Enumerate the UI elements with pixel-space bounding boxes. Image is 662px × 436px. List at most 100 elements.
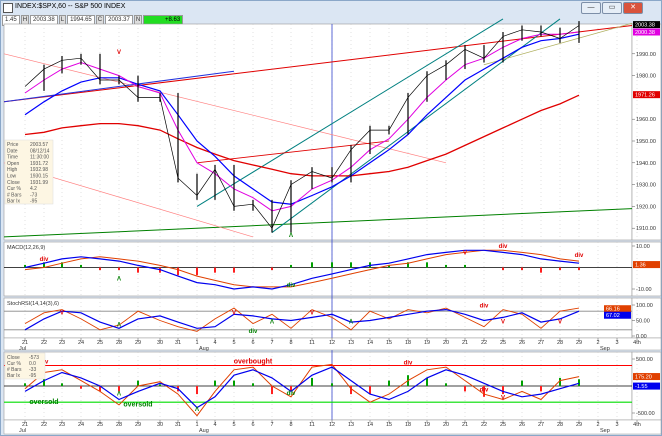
date-tick-label: 4th bbox=[633, 340, 641, 346]
info-value: 2003.57 bbox=[30, 142, 48, 148]
ma-fast-line bbox=[24, 31, 580, 212]
info-value: -95 bbox=[29, 373, 36, 379]
stoch-d-line bbox=[24, 308, 580, 331]
info-value: -33 bbox=[29, 367, 36, 373]
date-tick-label: 15 bbox=[386, 340, 392, 346]
annotation-mark: Λ bbox=[117, 323, 121, 329]
date-tick-label: 18 bbox=[405, 340, 411, 346]
date-tick-label: 26 bbox=[519, 340, 525, 346]
value-badge-label: 175.20 bbox=[635, 375, 652, 381]
date-tick-label: 29 bbox=[135, 422, 141, 428]
date-tick-label: 21 bbox=[462, 422, 468, 428]
date-tick-label: 8 bbox=[289, 340, 292, 346]
y-tick-label: -10.00 bbox=[636, 287, 652, 293]
value-badge-label: 66.16 bbox=[606, 307, 620, 313]
value-badge bbox=[633, 382, 660, 390]
date-tick-label: 30 bbox=[157, 422, 163, 428]
annotation-oversold: oversold bbox=[123, 402, 152, 409]
date-tick-label: 19 bbox=[424, 340, 430, 346]
info-key: Time bbox=[7, 155, 18, 161]
date-tick-label: 28 bbox=[116, 422, 122, 428]
info-key: # Bars bbox=[7, 367, 22, 373]
quote-toolbar: 1.45 H 2003.38 L 1994.65 C 2003.37 N +8.… bbox=[2, 15, 202, 26]
macd-line bbox=[24, 249, 580, 290]
info-box-bg bbox=[4, 352, 46, 380]
annotation-oversold: oversold bbox=[29, 399, 58, 406]
ma-mid-line bbox=[24, 33, 580, 205]
info-box-bg bbox=[4, 139, 54, 205]
price-info-box bbox=[4, 139, 54, 205]
info-value: 1932.98 bbox=[30, 167, 48, 173]
ma-slow-line bbox=[24, 94, 580, 177]
date-tick-label: 8 bbox=[289, 422, 292, 428]
annotation-mark: Λ bbox=[117, 276, 121, 282]
value-badge bbox=[604, 311, 631, 319]
month-label: Aug bbox=[199, 346, 209, 352]
maximize-button[interactable]: ▭ bbox=[602, 2, 622, 14]
info-key: High bbox=[7, 167, 18, 173]
info-value: 08/12/14 bbox=[30, 148, 50, 154]
app-icon bbox=[3, 3, 13, 13]
date-tick-label: 7 bbox=[270, 340, 273, 346]
date-axis-0 bbox=[3, 337, 662, 351]
close-button[interactable]: ✕ bbox=[623, 2, 643, 14]
value-badge-label: -1.55 bbox=[635, 384, 648, 390]
info-key: Close bbox=[7, 180, 20, 186]
minimize-button[interactable]: — bbox=[581, 2, 601, 14]
date-tick-label: 29 bbox=[135, 340, 141, 346]
y-tick-label: 1950.00 bbox=[636, 139, 656, 145]
info-value: 1931.72 bbox=[30, 161, 48, 167]
info-key: Open bbox=[7, 161, 19, 167]
value-badge bbox=[633, 261, 660, 269]
annotation-div: div bbox=[480, 387, 489, 393]
month-label: Jul bbox=[19, 346, 26, 352]
annotation-div: div bbox=[480, 303, 489, 309]
date-tick-label: 22 bbox=[481, 340, 487, 346]
annotation-v: V bbox=[501, 396, 505, 402]
date-tick-label: 6 bbox=[251, 422, 254, 428]
downtrend-line bbox=[3, 53, 447, 164]
annotation-v: V bbox=[60, 310, 64, 316]
info-value: 4.2 bbox=[30, 186, 37, 192]
date-tick-label: 27 bbox=[538, 422, 544, 428]
annotation-div: div bbox=[575, 253, 584, 259]
date-tick-label: 1 bbox=[195, 340, 198, 346]
month-label: Sep bbox=[600, 428, 610, 434]
date-tick-label: 21 bbox=[22, 422, 28, 428]
info-key: Cur % bbox=[7, 361, 21, 367]
y-tick-label: 0.00 bbox=[636, 334, 647, 340]
date-tick-label: 29 bbox=[576, 340, 582, 346]
date-tick-label: 4th bbox=[633, 422, 641, 428]
date-tick-label: 18 bbox=[405, 422, 411, 428]
y-tick-label: 1910.00 bbox=[636, 226, 656, 232]
date-tick-label: 15 bbox=[386, 422, 392, 428]
annotation-div: div bbox=[499, 244, 508, 250]
annotation-v: V bbox=[310, 310, 314, 316]
date-tick-label: 22 bbox=[481, 422, 487, 428]
date-tick-label: 11 bbox=[309, 422, 315, 428]
annotation-v: V bbox=[232, 310, 236, 316]
pane-2-plot bbox=[3, 297, 633, 339]
info-key: Date bbox=[7, 148, 18, 154]
y-tick-label: 1920.00 bbox=[636, 204, 656, 210]
date-tick-label: 25 bbox=[97, 422, 103, 428]
info-value: 0.0 bbox=[29, 361, 36, 367]
month-label: Sep bbox=[600, 346, 610, 352]
price-line bbox=[24, 25, 580, 229]
value-badge-label: 2003.38 bbox=[635, 23, 655, 29]
date-tick-label: 28 bbox=[116, 340, 122, 346]
date-tick-label: 29 bbox=[576, 422, 582, 428]
info-key: Cur % bbox=[7, 186, 21, 192]
support-trendline bbox=[3, 208, 633, 238]
date-tick-label: 7 bbox=[270, 422, 273, 428]
date-tick-label: 2 bbox=[596, 340, 599, 346]
info-value: 11:30:00 bbox=[30, 155, 49, 161]
date-tick-label: 21 bbox=[22, 340, 28, 346]
date-tick-label: 3 bbox=[615, 422, 618, 428]
annotation-div: div bbox=[287, 391, 296, 397]
y-tick-label: -500.00 bbox=[636, 411, 655, 417]
month-label: Aug bbox=[199, 428, 209, 434]
y-tick-label: 1980.00 bbox=[636, 74, 656, 80]
oscillator-orange-line bbox=[24, 363, 580, 417]
